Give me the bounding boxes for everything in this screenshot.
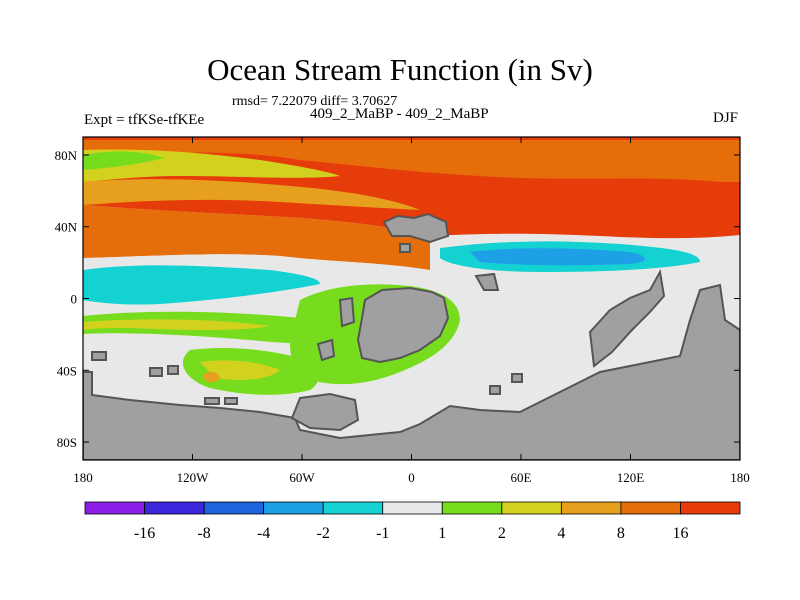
colorbar-swatch (382, 501, 443, 515)
map-ticks (82, 137, 741, 460)
indonesia-island (588, 269, 666, 368)
islet (91, 351, 107, 361)
contour-band-8b (83, 205, 430, 270)
contour-band-4b (83, 179, 420, 210)
colorbar-label: -2 (317, 525, 330, 542)
colorbar-label: -16 (134, 525, 155, 542)
lon-label: 60W (289, 470, 315, 485)
lat-label: 40S (57, 363, 77, 378)
contour-band-8 (83, 140, 740, 182)
small-island-north (399, 243, 411, 253)
islet (224, 397, 238, 405)
colorbar-swatch (441, 501, 503, 515)
colorbar-label: 1 (438, 525, 446, 542)
antarctic-island (290, 392, 360, 432)
colorbar-swatch (620, 501, 681, 515)
colorbar-label: 8 (617, 525, 625, 542)
contour-band-8-spot (204, 371, 220, 383)
page-title: Ocean Stream Function (in Sv) (207, 52, 593, 87)
lon-label: 0 (408, 470, 415, 485)
cases-label: 409_2_MaBP - 409_2_MaBP (310, 106, 489, 122)
experiment-label: Expt = tfKSe-tfKEe (84, 112, 205, 128)
colorbar-swatch (263, 501, 324, 515)
islet (511, 373, 523, 383)
lon-label: 120E (617, 470, 645, 485)
map-field (83, 137, 740, 460)
colorbar-swatch (203, 501, 265, 515)
islet (489, 385, 501, 395)
south-america-landmass (316, 338, 336, 362)
islet (167, 365, 179, 375)
colorbar-swatch (680, 501, 741, 515)
colorbar-label: 16 (672, 525, 688, 542)
colorbar-label: -8 (197, 525, 210, 542)
colorbar-swatch (501, 501, 562, 515)
african-landmass (356, 286, 450, 364)
colorbar: -16 -8 -4 -2 -1 1 2 4 8 16 (84, 501, 741, 542)
australia-island (474, 272, 500, 291)
colorbar-label: 2 (498, 525, 506, 542)
contour-band-neg2-tropics (470, 248, 645, 266)
colorbar-swatch (144, 501, 205, 515)
colorbar-swatch (84, 501, 145, 515)
southern-landmass (83, 283, 740, 460)
northern-island (382, 212, 450, 244)
lat-label: 80S (57, 435, 77, 450)
colorbar-swatch (322, 501, 384, 515)
contour-band-4-south (83, 319, 270, 330)
islet (149, 367, 163, 377)
colorbar-swatch (560, 501, 622, 515)
small-island-west (338, 296, 356, 328)
lon-label: 180 (73, 470, 93, 485)
lon-label: 180 (730, 470, 750, 485)
colorbar-label: -4 (257, 525, 270, 542)
colorbar-label: -1 (376, 525, 389, 542)
contour-band-neg1-west (83, 265, 320, 305)
lat-label: 80N (55, 148, 78, 163)
contour-band-4-sw (200, 360, 280, 380)
season-label: DJF (712, 110, 738, 126)
lat-label: 0 (71, 292, 78, 307)
islet (204, 397, 220, 405)
contour-band-2-north (83, 151, 165, 170)
colorbar-label: 4 (557, 525, 565, 542)
lon-label: 120W (177, 470, 210, 485)
lon-label: 60E (511, 470, 532, 485)
axis-labels: 80N 40N 0 40S 80S 180 120W 60W 0 60E 120E 180 (55, 148, 750, 485)
stats-label: rmsd= 7.22079 diff= 3.70627 (232, 94, 398, 109)
lat-label: 40N (55, 220, 78, 235)
